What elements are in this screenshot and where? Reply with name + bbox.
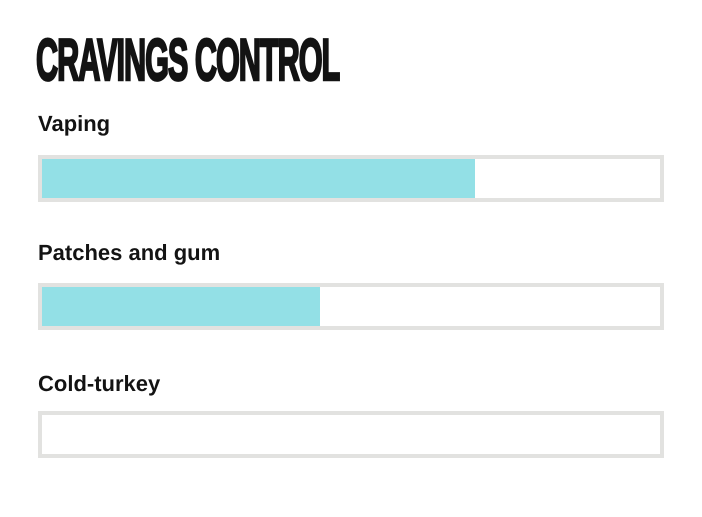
svg-text:CRAVINGS CONTROL: CRAVINGS CONTROL bbox=[36, 27, 340, 93]
